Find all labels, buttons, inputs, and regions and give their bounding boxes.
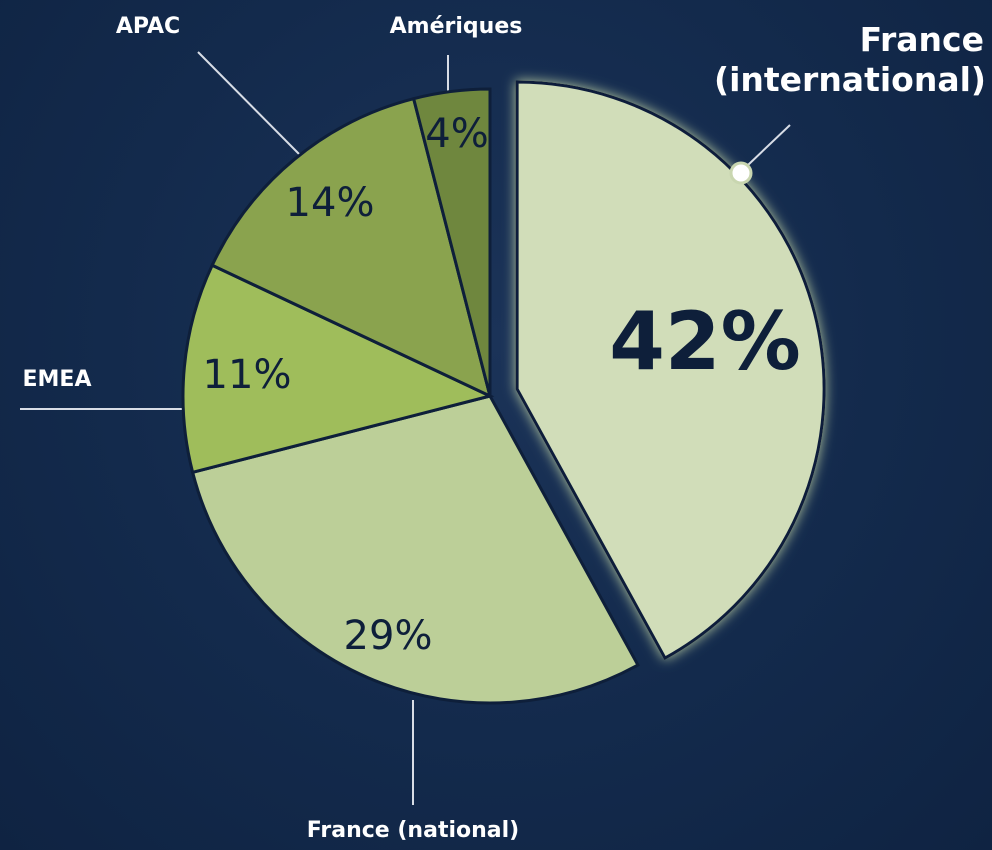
value-label: 11% [203,352,292,398]
slice [411,87,492,397]
leader-lines [20,51,791,805]
highlight-dot [729,161,753,185]
slice [190,394,640,705]
slice [181,263,495,475]
category-label: EMEA [22,367,92,392]
slice [210,96,493,399]
category-label: Amériques [389,14,523,39]
value-label: 29% [344,613,433,659]
category-label: France (international) [714,20,986,99]
category-label: APAC [115,14,181,39]
slices [181,80,826,705]
value-label: 42% [609,295,800,388]
category-label: France (national) [306,818,520,843]
value-label: 4% [425,111,488,157]
slice [515,80,826,661]
value-label: 14% [286,180,375,226]
